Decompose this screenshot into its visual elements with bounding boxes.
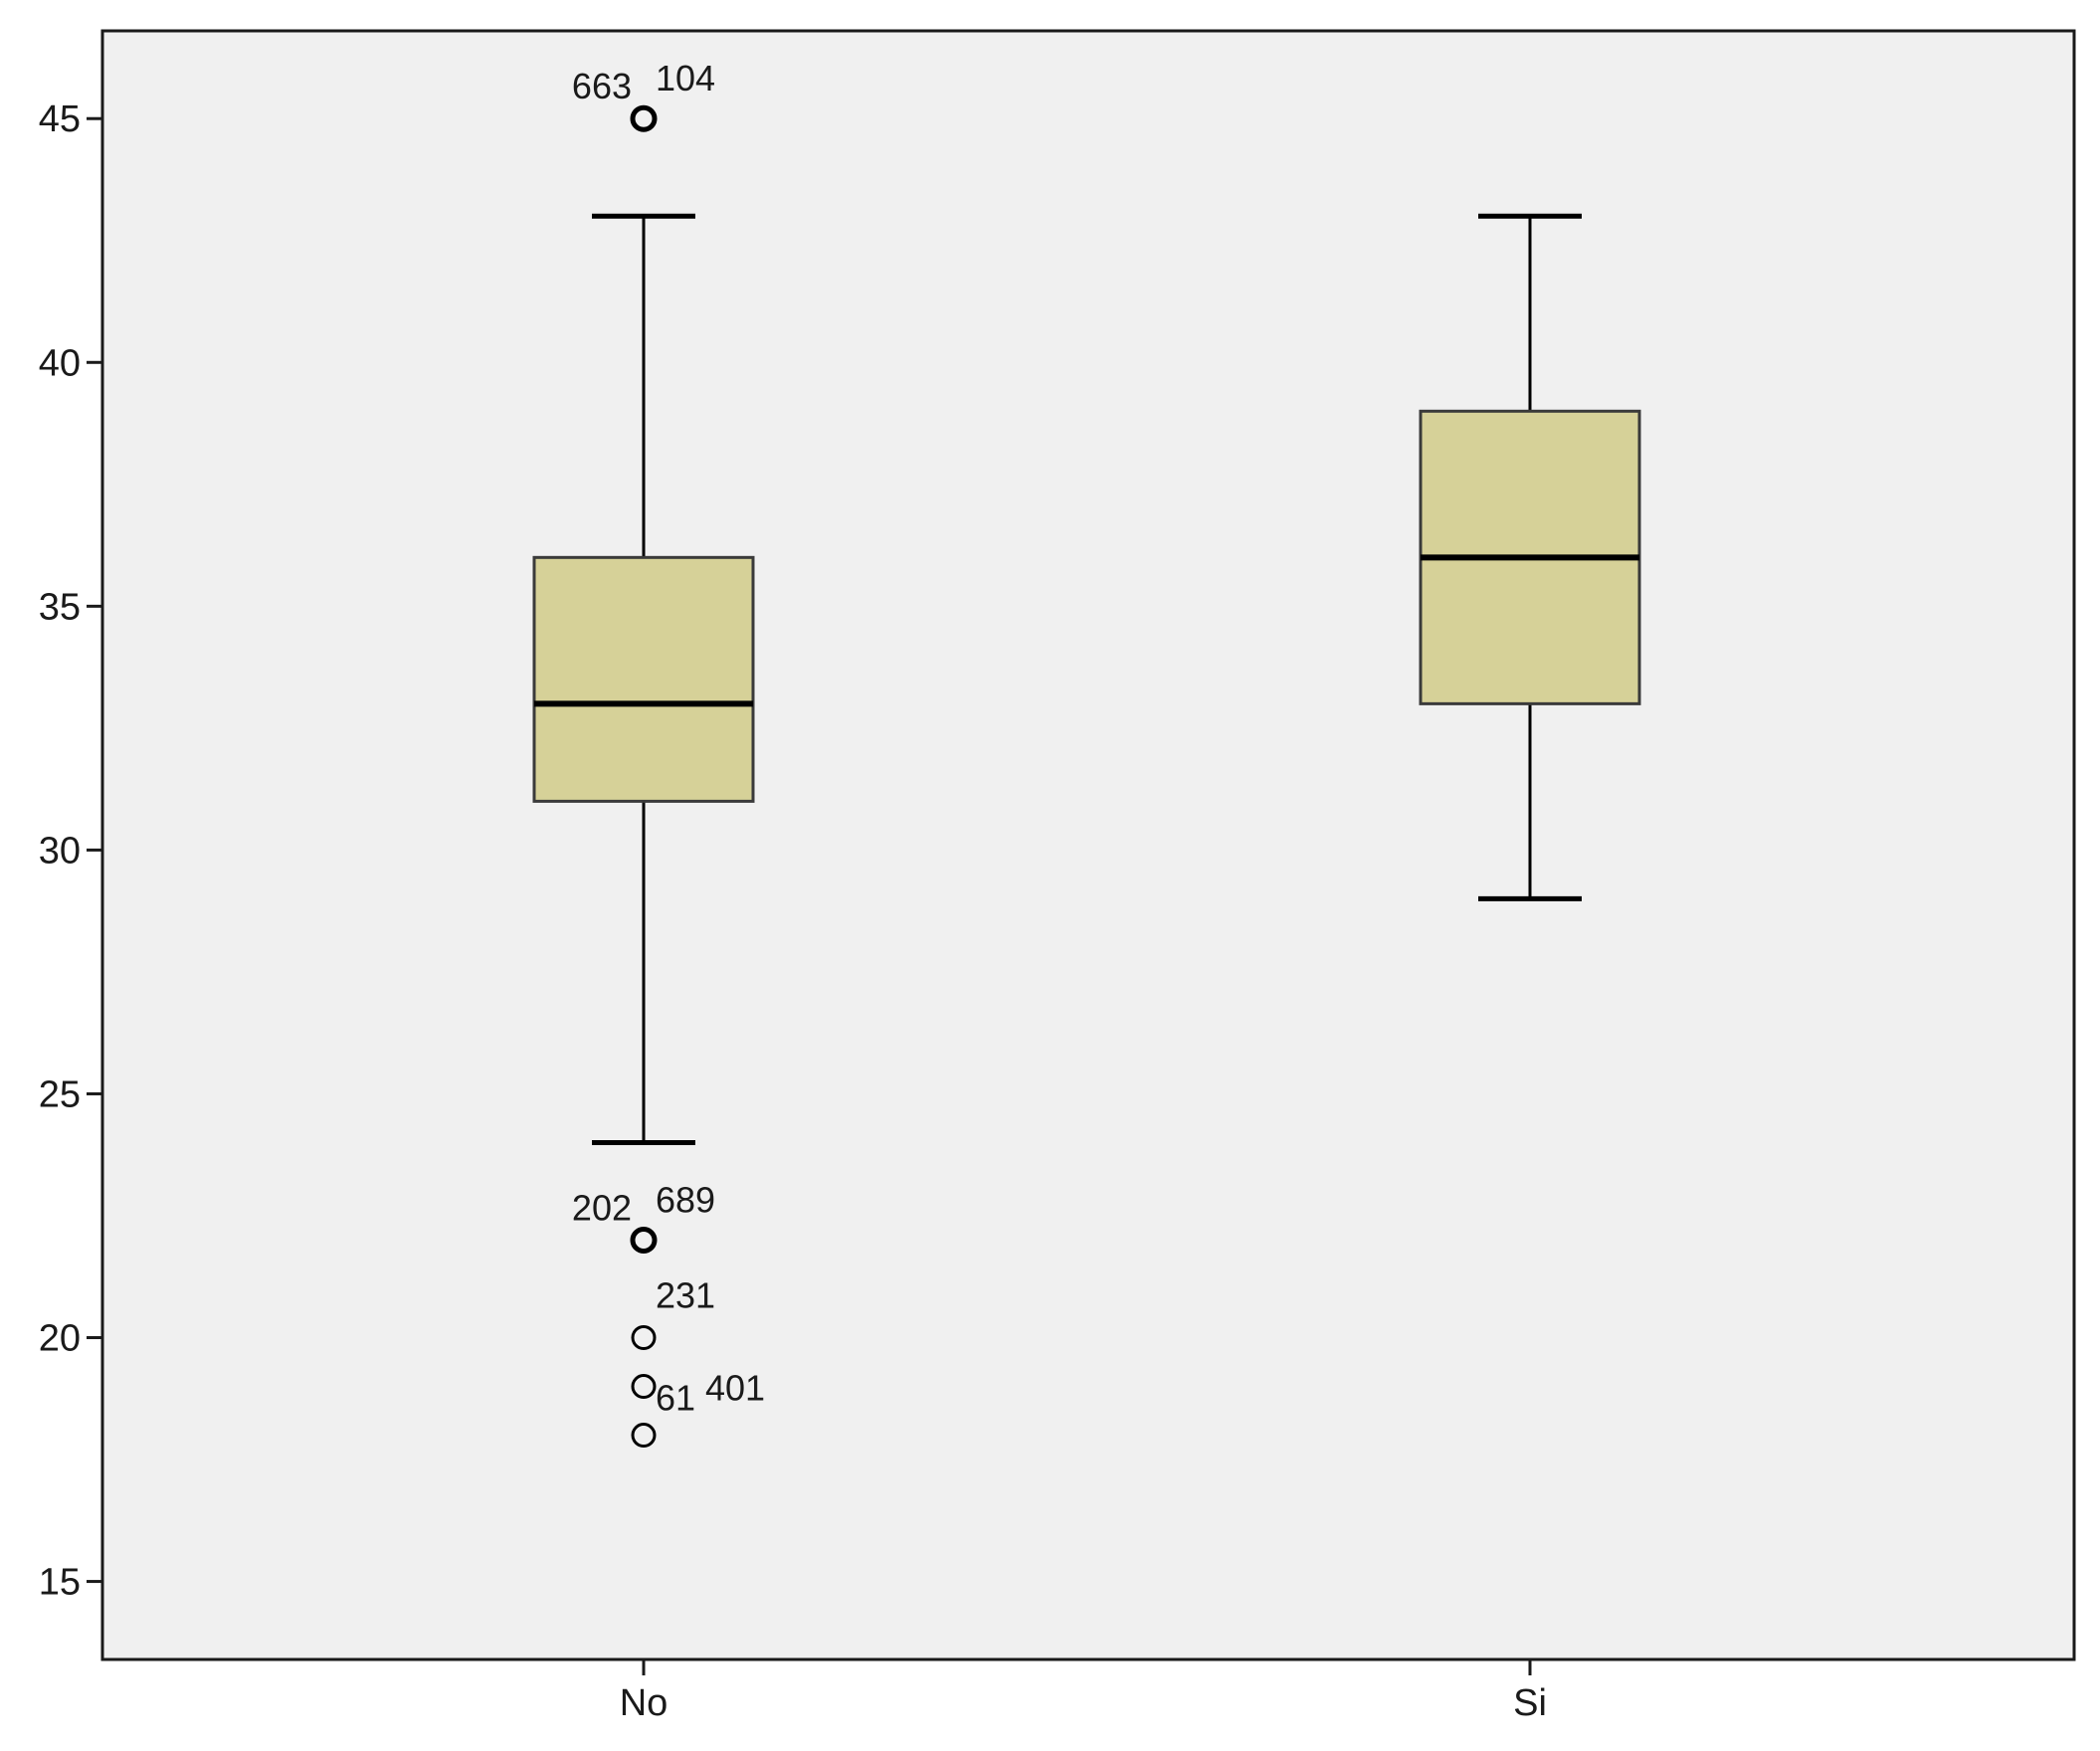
y-tick-label: 25 [39, 1073, 81, 1115]
outlier-point [630, 104, 658, 132]
y-tick-label: 45 [39, 98, 81, 140]
outlier-label: 61 [656, 1378, 695, 1419]
outlier-label: 689 [656, 1179, 715, 1220]
outlier-label: 401 [705, 1368, 765, 1409]
outlier-label: 663 [572, 66, 632, 106]
outlier-label: 231 [656, 1275, 715, 1316]
box-group-no: 663 104 202 689 231 61 401 [532, 58, 765, 1449]
outlier-point [631, 1374, 657, 1400]
y-tick-label: 35 [39, 586, 81, 628]
outlier-label: 104 [656, 58, 715, 98]
y-tick-label: 30 [39, 830, 81, 872]
x-category-label: Si [1513, 1682, 1547, 1724]
outlier-point [631, 1423, 657, 1449]
y-tick-label: 40 [39, 342, 81, 384]
y-tick-label: 15 [39, 1562, 81, 1604]
outlier-label: 202 [572, 1187, 632, 1228]
box-group-si [1419, 213, 1641, 901]
x-category-label: No [620, 1682, 668, 1724]
y-axis: 15 20 25 30 35 40 45 [39, 98, 102, 1604]
boxes: 663 104 202 689 231 61 401 [532, 58, 1641, 1449]
y-tick-label: 20 [39, 1318, 81, 1360]
iqr-box [532, 555, 755, 803]
x-axis: No Si [620, 1659, 1547, 1724]
outlier-point [630, 1226, 658, 1254]
outlier-point [631, 1325, 657, 1351]
plot-background [100, 29, 2076, 1661]
